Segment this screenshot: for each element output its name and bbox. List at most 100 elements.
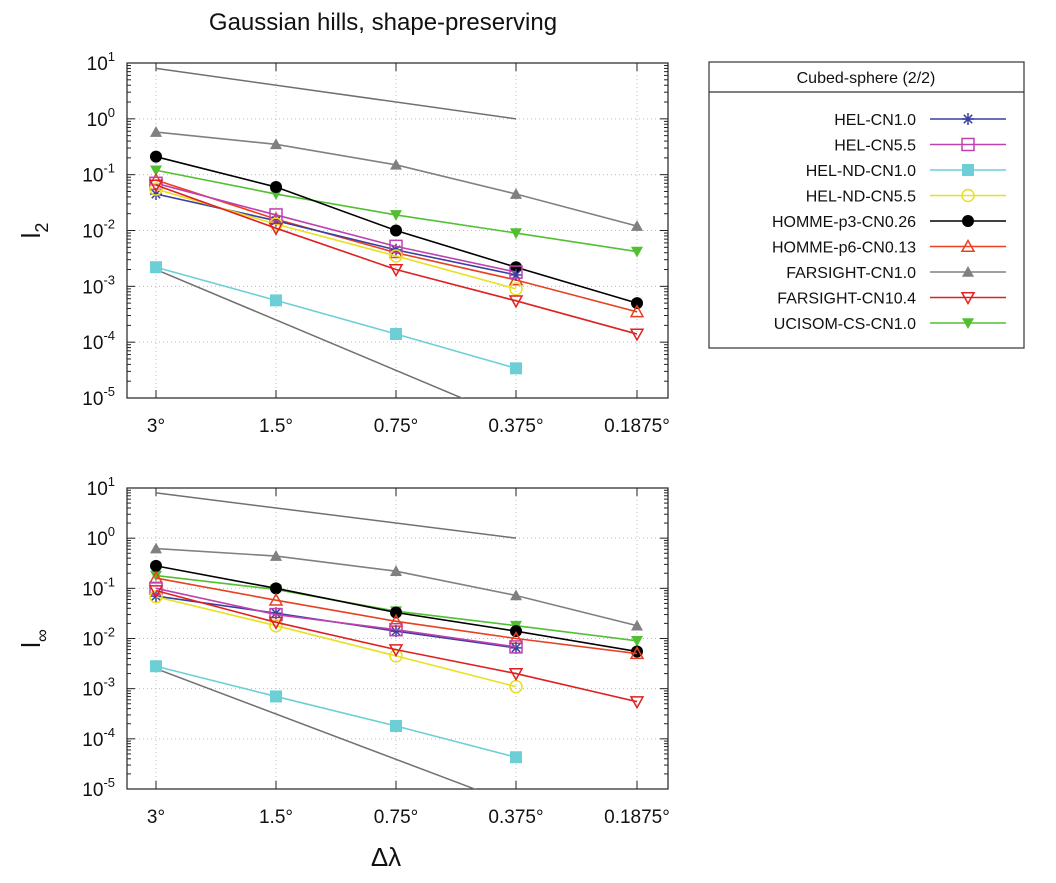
legend-label: HOMME-p6-CN0.13 xyxy=(772,240,916,257)
data-point xyxy=(148,179,164,193)
y-tick-label: 10-2 xyxy=(82,625,115,651)
data-point xyxy=(268,222,284,236)
y-axis-title: l∞ xyxy=(16,629,52,648)
legend-label: HOMME-p3-CN0.26 xyxy=(772,214,916,231)
data-point xyxy=(631,246,643,258)
data-point xyxy=(629,304,645,318)
data-point xyxy=(509,265,523,279)
x-tick-label: 0.75° xyxy=(374,416,419,437)
data-point xyxy=(510,641,522,654)
data-point xyxy=(149,182,163,196)
data-point xyxy=(510,362,522,375)
data-point xyxy=(508,668,524,682)
y-tick-label: 10-3 xyxy=(82,272,115,298)
chart-title: Gaussian hills, shape-preserving xyxy=(209,9,557,36)
legend-entry-HOMME-p3-CN0.26: HOMME-p3-CN0.26 xyxy=(772,214,1006,231)
data-point xyxy=(150,261,162,274)
data-point xyxy=(509,282,523,296)
legend-label: HEL-CN1.0 xyxy=(834,112,916,129)
data-point xyxy=(270,690,282,703)
legend-box xyxy=(708,61,1025,349)
data-point xyxy=(631,619,643,631)
data-point xyxy=(270,138,282,150)
data-point xyxy=(269,607,283,622)
series-FARSIGHT-CN10.4 xyxy=(148,585,645,710)
data-point xyxy=(268,616,284,630)
data-point xyxy=(270,582,282,595)
legend-marker xyxy=(962,318,974,329)
data-point xyxy=(629,696,645,710)
data-point xyxy=(150,165,162,177)
legend-entry-HEL-CN5.5: HEL-CN5.5 xyxy=(834,138,1006,155)
y-tick-label: 10-4 xyxy=(82,328,115,354)
series-line xyxy=(155,595,517,688)
series-FARSIGHT-CN10.4 xyxy=(148,179,645,342)
reference-line-order-3 xyxy=(155,268,464,398)
series-line xyxy=(155,589,638,703)
x-tick-label: 0.375° xyxy=(488,807,543,828)
legend-entry-HEL-ND-CN1.0: HEL-ND-CN1.0 xyxy=(806,163,1006,180)
legend-entry-UCISOM-CS-CN1.0: UCISOM-CS-CN1.0 xyxy=(774,316,1006,333)
panel-2: 3° 1.5° 0.75° 0.375° 0.1875° 101 100 10-1 10-2 10… xyxy=(16,474,670,828)
y-tick-label: 10-4 xyxy=(82,725,115,751)
x-tick-label: 0.75° xyxy=(374,807,419,828)
y-tick-label: 10-1 xyxy=(82,161,115,187)
y-tick-label: 100 xyxy=(87,524,115,550)
legend-entry-HEL-CN1.0: HEL-CN1.0 xyxy=(834,112,1006,129)
legend-label: HEL-ND-CN5.5 xyxy=(806,189,916,206)
legend-marker xyxy=(962,113,974,125)
series-HOMME-p6-CN0.13 xyxy=(148,570,645,660)
legend-label: HEL-ND-CN1.0 xyxy=(806,163,916,180)
y-tick-label: 10-5 xyxy=(82,775,115,801)
series-FARSIGHT-CN1.0 xyxy=(150,126,643,231)
x-tick-label: 0.1875° xyxy=(604,416,670,437)
x-axis-title: Δλ xyxy=(371,842,401,872)
data-point xyxy=(390,565,402,576)
data-point xyxy=(388,644,404,658)
y-tick-label: 10-1 xyxy=(82,574,115,600)
data-point xyxy=(509,640,523,654)
data-point xyxy=(150,660,162,673)
series-FARSIGHT-CN1.0 xyxy=(150,542,643,631)
legend-label: UCISOM-CS-CN1.0 xyxy=(774,316,916,333)
series-HEL-ND-CN5.5 xyxy=(149,182,523,296)
legend: Cubed-sphere (2/2) HEL-CN1.0 HEL-CN5.5 HEL… xyxy=(708,61,1025,349)
y-tick-label: 101 xyxy=(87,474,115,500)
data-point xyxy=(390,328,402,341)
grid-lines xyxy=(127,488,668,789)
reference-line-order-1 xyxy=(155,67,517,120)
data-point xyxy=(629,646,645,660)
series-HEL-CN5.5 xyxy=(149,581,523,654)
data-point xyxy=(270,294,282,307)
legend-entry-HOMME-p6-CN0.13: HOMME-p6-CN0.13 xyxy=(772,238,1006,257)
series-HEL-ND-CN1.0 xyxy=(150,660,522,764)
plot-panels: 3° 1.5° 0.75° 0.375° 0.1875° 101 100 10-1 10-2 10… xyxy=(16,49,670,828)
data-point xyxy=(631,635,643,647)
data-point xyxy=(508,295,524,309)
legend-title: Cubed-sphere (2/2) xyxy=(797,70,936,87)
data-point xyxy=(629,328,645,342)
data-point xyxy=(510,261,522,274)
legend-marker xyxy=(962,215,974,227)
series-line xyxy=(155,665,517,758)
plot-frame xyxy=(126,487,669,790)
axis-ticks xyxy=(127,62,668,399)
data-point xyxy=(631,220,643,231)
y-tick-label: 10-2 xyxy=(82,217,115,243)
reference-lines xyxy=(155,67,517,398)
data-point xyxy=(510,751,522,764)
legend-marker xyxy=(962,266,974,277)
legend-entry-FARSIGHT-CN1.0: FARSIGHT-CN1.0 xyxy=(786,265,1006,282)
data-point xyxy=(510,589,522,601)
x-tick-label: 3° xyxy=(147,416,165,437)
y-tick-label: 10-5 xyxy=(82,384,115,410)
data-point xyxy=(149,581,163,596)
series-line xyxy=(155,184,638,335)
legend-marker xyxy=(961,188,975,203)
y-tick-label: 101 xyxy=(87,49,115,75)
series-HOMME-p3-CN0.26 xyxy=(150,150,643,310)
reference-lines xyxy=(155,492,517,789)
data-point xyxy=(389,239,403,254)
